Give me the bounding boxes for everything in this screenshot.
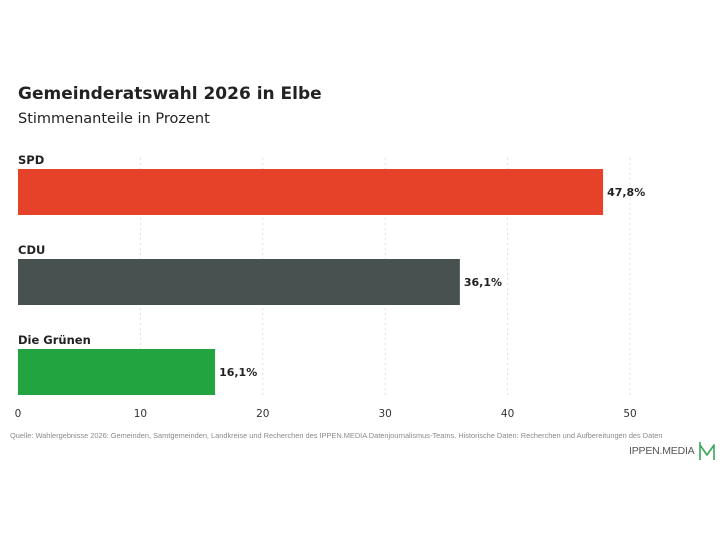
bar (18, 169, 604, 215)
logo-text: IPPEN.MEDIA (629, 445, 695, 457)
chart-subtitle: Stimmenanteile in Prozent (18, 111, 210, 127)
bar (18, 259, 460, 305)
bar-value-label: 47,8% (607, 186, 645, 199)
x-tick-label: 20 (256, 408, 269, 420)
chart-title: Gemeinderatswahl 2026 in Elbe (18, 84, 322, 104)
ippen-media-logo: IPPEN.MEDIA (629, 441, 716, 461)
x-tick-label: 30 (379, 408, 392, 420)
x-tick-label: 10 (134, 408, 147, 420)
category-label: SPD (18, 153, 44, 167)
x-tick-label: 40 (501, 408, 514, 420)
bar-chart: 0 10 20 30 40 50 SPD 47,8% CDU 36,1% Die Grünen 16,… (15, 153, 646, 420)
x-tick-label: 0 (15, 408, 22, 420)
bar-value-label: 16,1% (219, 366, 257, 379)
x-tick-label: 50 (623, 408, 636, 420)
bar-value-label: 36,1% (464, 276, 502, 289)
bar (18, 349, 216, 395)
source-note: Quelle: Wahlergebnisse 2026: Gemeinden, … (10, 431, 663, 440)
category-label: CDU (18, 243, 45, 257)
category-label: Die Grünen (18, 333, 91, 347)
ippen-m-icon (699, 442, 716, 460)
